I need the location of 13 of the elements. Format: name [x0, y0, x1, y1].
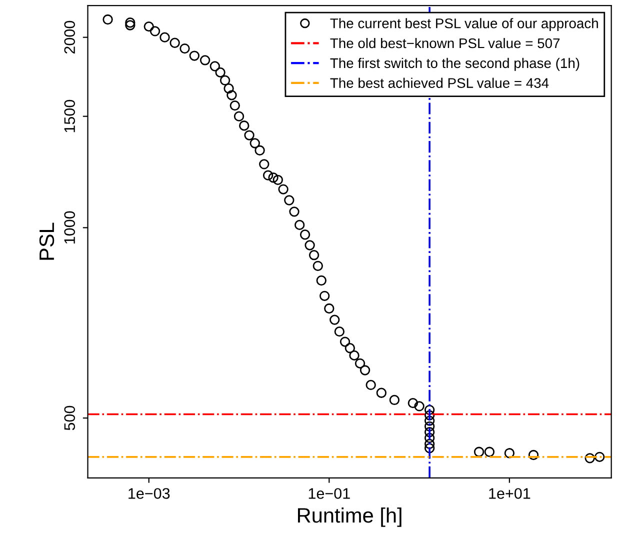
ref-line-label: The first switch to the second phase (1h) [330, 58, 580, 71]
y-tick-label: 500 [64, 406, 76, 430]
x-tick-label: 1e−01 [308, 488, 350, 499]
y-tick-label: 1000 [64, 211, 76, 244]
legend-label: The old best−known PSL value = 507 [330, 38, 560, 48]
y-tick-label: 1500 [64, 100, 76, 132]
y-tick-label: 2000 [64, 20, 76, 54]
x-tick-label: 1e−03 [128, 488, 170, 499]
x-axis-title: Runtime [h] [298, 507, 402, 527]
legend-label: The current best PSL value of our approach [330, 18, 598, 32]
x-tick-label: 1e+01 [489, 488, 530, 499]
y-axis-title: PSL [39, 222, 54, 260]
legend-label: The best achieved PSL value = 434 [330, 78, 549, 88]
